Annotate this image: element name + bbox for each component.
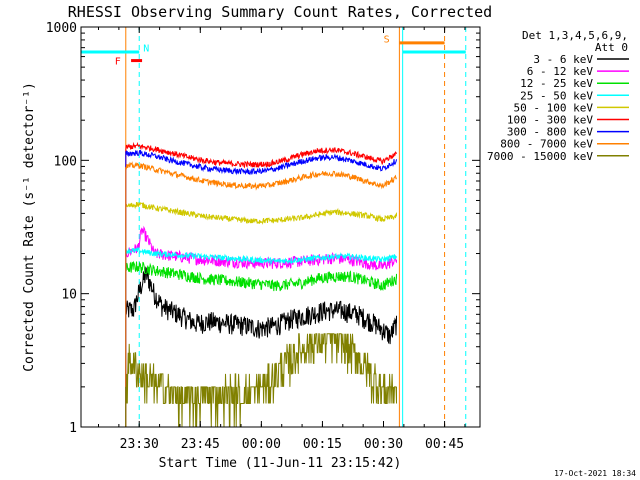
- legend-label-6: 100 - 300 keV: [507, 114, 593, 127]
- legend-label-5: 50 - 100 keV: [514, 101, 594, 114]
- y-tick-label-2: 10: [61, 288, 77, 303]
- y-tick-label-1: 1: [69, 421, 77, 436]
- axes: 23:30 23:45 00:00 00:15 00:30 00:45 1 10 100 1000: [46, 21, 480, 452]
- x-tick-label-6: 00:45: [425, 437, 464, 452]
- legend-label-8: 800 - 7000 keV: [500, 138, 593, 151]
- legend-label-3: 12 - 25 keV: [520, 77, 593, 90]
- series-line-8: [125, 161, 397, 427]
- x-tick-label-5: 00:30: [364, 437, 403, 452]
- series-line-1: [125, 266, 397, 427]
- legend-label-7: 300 - 800 keV: [507, 126, 593, 139]
- x-tick-label-3: 00:00: [242, 437, 281, 452]
- legend-label-9: 7000 - 15000 keV: [487, 150, 593, 163]
- legend-header-2: Att 0: [595, 41, 628, 54]
- y-tick-label-4: 1000: [46, 21, 77, 36]
- legend-label-1: 3 - 6 keV: [533, 53, 593, 66]
- y-axis-label: Corrected Count Rate (s⁻¹ detector⁻¹): [22, 82, 37, 372]
- series-line-7: [125, 149, 397, 427]
- plot-frame: [80, 26, 481, 428]
- annotation-s: S: [384, 34, 390, 45]
- footer-date: 17-Oct-2021 18:34: [554, 469, 636, 478]
- legend-header-1: Det 1,3,4,5,6,9,: [522, 29, 628, 42]
- legend-label-2: 6 - 12 keV: [527, 65, 594, 78]
- series-line-5: [125, 202, 397, 427]
- x-axis-label: Start Time (11-Jun-11 23:15:42): [159, 456, 402, 471]
- annotation-n: N: [143, 44, 149, 55]
- x-tick-label-1: 23:30: [120, 437, 159, 452]
- plot-area: N F S: [80, 27, 467, 428]
- series-line-9: [125, 333, 397, 428]
- legend-label-4: 25 - 50 keV: [520, 89, 593, 102]
- series-line-3: [125, 260, 397, 427]
- series-line-4: [125, 246, 397, 427]
- x-tick-label-2: 23:45: [181, 437, 220, 452]
- series-line-6: [125, 141, 397, 427]
- x-tick-label-4: 00:15: [303, 437, 342, 452]
- chart-title: RHESSI Observing Summary Count Rates, Co…: [68, 3, 492, 21]
- annotation-f: F: [115, 57, 121, 68]
- y-tick-label-3: 100: [54, 154, 77, 169]
